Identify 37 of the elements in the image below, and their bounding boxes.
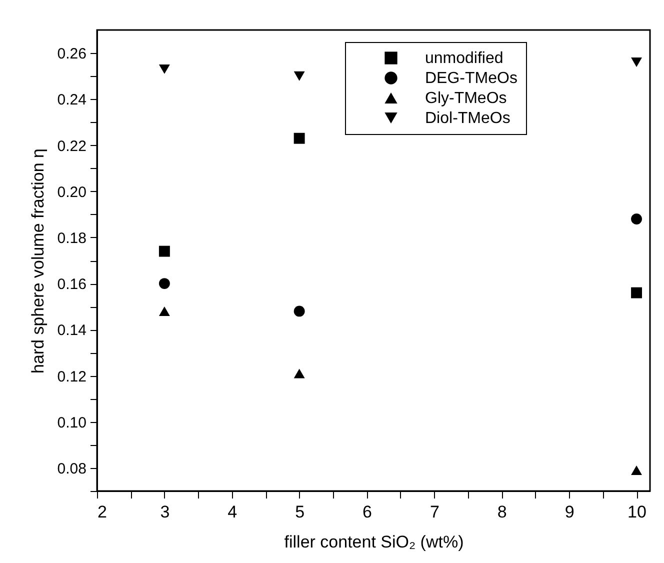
x-tick-label: 6 [362,502,372,522]
y-tick-label: 0.24 [57,92,86,109]
legend-label: unmodified [425,50,504,67]
x-axis-title: filler content SiO₂ (wt%) [284,532,464,552]
y-tick-label: 0.20 [57,184,86,201]
legend-label: DEG-TMeOs [425,70,518,87]
x-tick-label: 4 [228,502,238,522]
point [294,368,305,378]
y-tick-label: 0.18 [57,230,86,247]
y-tick-label: 0.12 [57,368,86,386]
point [631,58,642,68]
point [158,306,170,316]
y-tick-label: 0.08 [57,460,86,478]
x-tick-label: 2 [98,502,107,522]
legend-label: Gly-TMeOs [425,90,507,107]
y-tick-label: 0.16 [57,276,86,294]
y-axis-title: hard sphere volume fraction η [28,148,48,374]
point [294,132,305,144]
x-tick-label: 5 [295,502,305,522]
legend-label: Diol-TMeOs [425,110,510,127]
point [158,246,170,257]
y-tick-label: 0.14 [57,322,86,340]
x-tick-label: 10 [628,502,646,522]
point [294,71,305,81]
point [631,214,642,224]
y-tick-label: 0.26 [57,46,86,63]
x-tick-label: 9 [564,502,574,522]
point [631,287,642,298]
y-tick-label: 0.22 [57,138,86,155]
x-tick-label: 8 [497,502,507,522]
point [294,306,305,317]
y-tick-label: 0.10 [57,414,86,432]
point [158,278,170,290]
point [631,466,642,475]
point [158,64,170,74]
x-tick-label: 3 [160,502,170,522]
x-tick-label: 7 [430,502,440,522]
